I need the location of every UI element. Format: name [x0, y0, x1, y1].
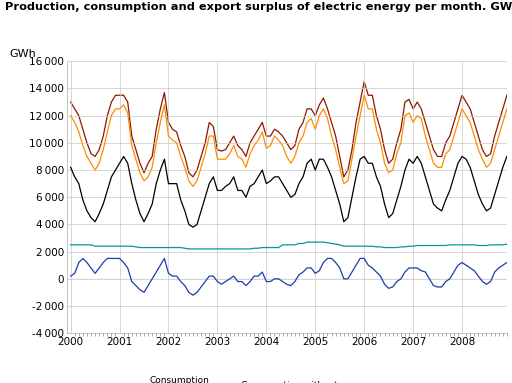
Legend: Export
surplus, Consumption
in power-
intensive
manufacturing, Consumption witho: Export surplus, Consumption in power- in…	[71, 376, 496, 383]
Text: GWh: GWh	[9, 49, 36, 59]
Text: Production, consumption and export surplus of electric energy per month. GWh: Production, consumption and export surpl…	[5, 2, 512, 12]
